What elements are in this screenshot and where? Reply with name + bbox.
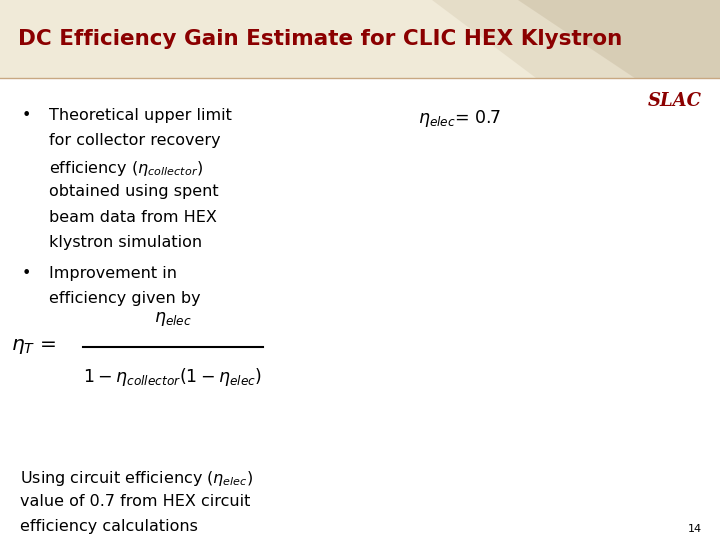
Text: 14: 14 bbox=[688, 523, 702, 534]
Text: $\eta_T$ =: $\eta_T$ = bbox=[11, 338, 56, 356]
Polygon shape bbox=[432, 0, 720, 216]
Text: efficiency ($\eta_{collector}$): efficiency ($\eta_{collector}$) bbox=[49, 159, 203, 178]
Text: beam data from HEX: beam data from HEX bbox=[49, 210, 217, 225]
Text: for collector recovery: for collector recovery bbox=[49, 133, 220, 148]
Text: efficiency given by: efficiency given by bbox=[49, 291, 201, 306]
Text: efficiency calculations: efficiency calculations bbox=[20, 519, 198, 535]
Text: Using circuit efficiency ($\eta_{elec}$): Using circuit efficiency ($\eta_{elec}$) bbox=[20, 469, 253, 488]
Text: SLAC: SLAC bbox=[648, 92, 702, 110]
Text: Improvement in: Improvement in bbox=[49, 266, 177, 281]
Text: •: • bbox=[22, 266, 31, 281]
Text: •: • bbox=[22, 108, 31, 123]
Polygon shape bbox=[518, 0, 720, 135]
Text: klystron simulation: klystron simulation bbox=[49, 235, 202, 250]
Text: DC Efficiency Gain Estimate for CLIC HEX Klystron: DC Efficiency Gain Estimate for CLIC HEX… bbox=[18, 29, 622, 49]
FancyBboxPatch shape bbox=[0, 78, 720, 540]
Text: $\eta_{elec}$= 0.7: $\eta_{elec}$= 0.7 bbox=[418, 108, 501, 129]
Text: obtained using spent: obtained using spent bbox=[49, 184, 219, 199]
Text: $\eta_{elec}$: $\eta_{elec}$ bbox=[154, 310, 192, 328]
Text: $1 - \eta_{collector}(1 - \eta_{elec})$: $1 - \eta_{collector}(1 - \eta_{elec})$ bbox=[84, 366, 262, 388]
Text: value of 0.7 from HEX circuit: value of 0.7 from HEX circuit bbox=[20, 494, 251, 509]
Text: Theoretical upper limit: Theoretical upper limit bbox=[49, 108, 232, 123]
